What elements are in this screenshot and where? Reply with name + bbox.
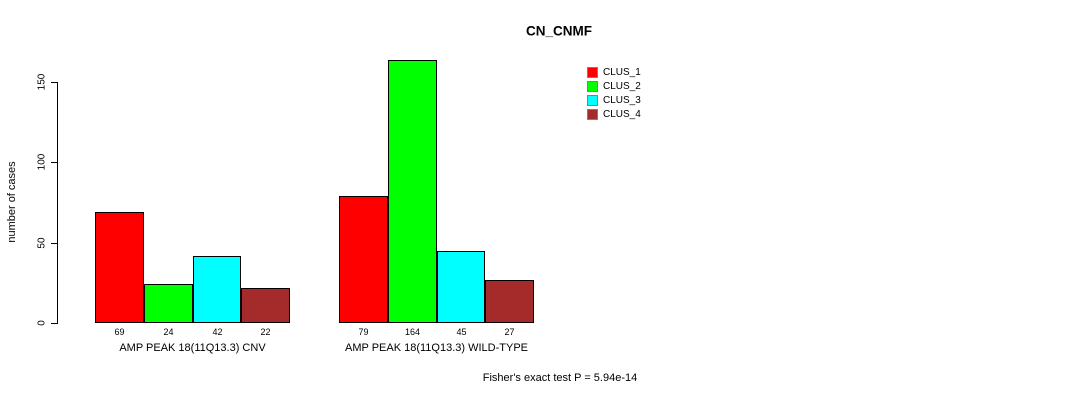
chart-title: CN_CNMF: [526, 23, 592, 39]
bar-value-label: 22: [260, 327, 271, 337]
legend-label: CLUS_2: [603, 80, 641, 92]
x-axis-group-label: AMP PEAK 18(11Q13.3) WILD-TYPE: [345, 342, 528, 354]
legend-label: CLUS_1: [603, 66, 641, 78]
bar-clus_1-group-1: [95, 212, 144, 323]
legend-item: CLUS_3: [587, 93, 641, 107]
bar-value-label: 24: [163, 327, 174, 337]
bar-value-label: 45: [456, 327, 467, 337]
legend-label: CLUS_3: [603, 94, 641, 106]
bar-value-label: 27: [504, 327, 515, 337]
bar-value-label: 164: [404, 327, 421, 337]
y-axis-tick-mark: [51, 82, 57, 83]
legend-item: CLUS_4: [587, 107, 641, 121]
y-axis-tick-label: 100: [36, 153, 48, 171]
y-axis-line: [57, 82, 58, 324]
bar-value-label: 79: [358, 327, 369, 337]
legend-label: CLUS_4: [603, 108, 641, 120]
bar-clus_1-group-2: [339, 196, 388, 323]
bar-value-label: 69: [114, 327, 125, 337]
legend-item: CLUS_1: [587, 65, 641, 79]
legend-color-swatch: [587, 94, 598, 106]
y-axis-tick-label: 50: [36, 237, 48, 249]
y-axis-tick-label: 150: [36, 73, 48, 91]
legend-color-swatch: [587, 108, 598, 120]
bar-value-label: 42: [212, 327, 223, 337]
legend: CLUS_1 CLUS_2 CLUS_3 CLUS_4: [587, 65, 641, 121]
bar-clus_4-group-2: [485, 280, 534, 323]
bar-clus_4-group-1: [241, 288, 290, 323]
bar-clus_2-group-1: [144, 284, 193, 323]
y-axis-label: number of cases: [6, 161, 18, 243]
legend-color-swatch: [587, 80, 598, 92]
y-axis-tick-mark: [51, 323, 57, 324]
y-axis-tick-mark: [51, 162, 57, 163]
fisher-test-annotation: Fisher's exact test P = 5.94e-14: [482, 372, 638, 384]
x-axis-group-label: AMP PEAK 18(11Q13.3) CNV: [119, 342, 266, 354]
bar-clus_3-group-2: [437, 251, 485, 323]
bar-clus_3-group-1: [193, 256, 241, 323]
y-axis-tick-label: 0: [36, 320, 48, 326]
legend-color-swatch: [587, 66, 598, 78]
y-axis-tick-mark: [51, 243, 57, 244]
legend-item: CLUS_2: [587, 79, 641, 93]
bar-clus_2-group-2: [388, 60, 437, 323]
